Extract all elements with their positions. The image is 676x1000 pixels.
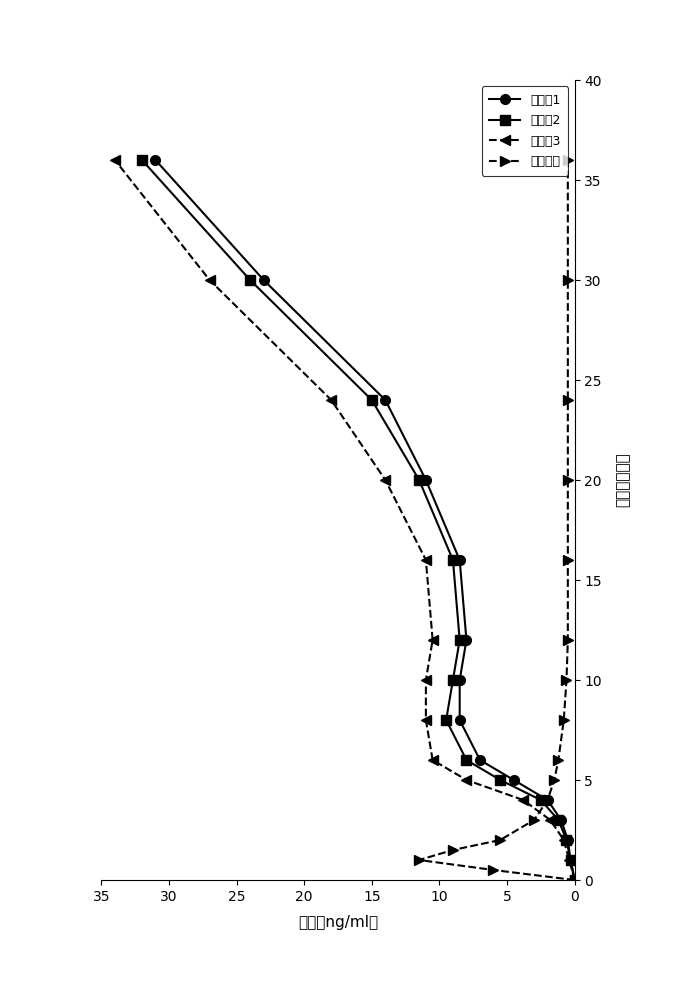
实施例2: [442, 714, 450, 726]
实施例2: [571, 874, 579, 886]
实施例1: [456, 554, 464, 566]
实施例3: [429, 634, 437, 646]
实施例2: [449, 554, 457, 566]
实施例3: [422, 714, 430, 726]
实施例2: [496, 774, 504, 786]
实施例1: [564, 834, 572, 846]
速释参照: [564, 274, 572, 286]
Y-axis label: 时间（小时）: 时间（小时）: [616, 453, 631, 507]
实施例2: [415, 474, 423, 486]
Line: 实施例2: 实施例2: [137, 155, 579, 885]
速释参照: [564, 154, 572, 166]
Line: 速释参照: 速释参照: [414, 155, 579, 885]
实施例2: [456, 634, 464, 646]
实施例1: [381, 394, 389, 406]
速释参照: [496, 834, 504, 846]
Legend: 实施例1, 实施例2, 实施例3, 速释参照: 实施例1, 实施例2, 实施例3, 速释参照: [482, 86, 569, 176]
实施例1: [422, 474, 430, 486]
实施例1: [557, 814, 565, 826]
实施例3: [327, 394, 335, 406]
实施例1: [260, 274, 268, 286]
实施例3: [429, 754, 437, 766]
速释参照: [554, 754, 562, 766]
实施例2: [138, 154, 146, 166]
实施例2: [566, 854, 575, 866]
实施例1: [476, 754, 484, 766]
实施例2: [562, 834, 571, 846]
实施例1: [456, 674, 464, 686]
X-axis label: 浓度（ng/ml）: 浓度（ng/ml）: [298, 915, 378, 930]
速释参照: [415, 854, 423, 866]
速释参照: [449, 844, 457, 856]
速释参照: [544, 794, 552, 806]
实施例1: [456, 714, 464, 726]
实施例3: [206, 274, 214, 286]
实施例3: [571, 874, 579, 886]
实施例1: [544, 794, 552, 806]
实施例3: [565, 854, 573, 866]
速释参照: [564, 394, 572, 406]
实施例1: [566, 854, 575, 866]
Line: 实施例1: 实施例1: [151, 155, 579, 885]
实施例1: [510, 774, 518, 786]
速释参照: [562, 674, 571, 686]
实施例2: [449, 674, 457, 686]
速释参照: [550, 774, 558, 786]
实施例1: [462, 634, 470, 646]
实施例3: [422, 554, 430, 566]
实施例1: [571, 874, 579, 886]
速释参照: [530, 814, 538, 826]
速释参照: [571, 874, 579, 886]
实施例2: [462, 754, 470, 766]
速释参照: [560, 714, 568, 726]
速释参照: [564, 474, 572, 486]
实施例2: [537, 794, 545, 806]
实施例3: [546, 814, 554, 826]
Line: 实施例3: 实施例3: [110, 155, 579, 885]
实施例3: [111, 154, 119, 166]
实施例2: [246, 274, 254, 286]
实施例3: [381, 474, 389, 486]
实施例3: [519, 794, 527, 806]
实施例2: [554, 814, 562, 826]
速释参照: [489, 864, 498, 876]
实施例1: [151, 154, 160, 166]
速释参照: [564, 554, 572, 566]
实施例3: [422, 674, 430, 686]
速释参照: [564, 634, 572, 646]
实施例2: [368, 394, 376, 406]
实施例3: [462, 774, 470, 786]
实施例3: [560, 834, 568, 846]
